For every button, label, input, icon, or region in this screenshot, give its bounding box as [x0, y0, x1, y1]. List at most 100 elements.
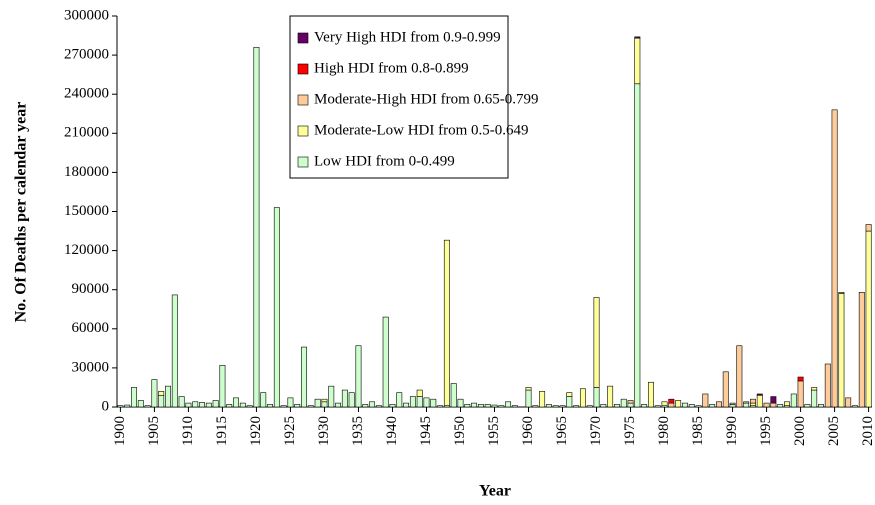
bar-segment	[743, 402, 750, 408]
y-tick-label: 300000	[64, 7, 109, 23]
bar-segment	[199, 402, 205, 408]
bar-segment	[661, 401, 668, 406]
bar-segment	[443, 239, 450, 406]
bar-segment	[491, 404, 498, 408]
bar-segment	[185, 402, 192, 408]
y-tick-label: 120000	[64, 242, 109, 258]
bar-segment	[192, 401, 199, 408]
bar-segment	[212, 400, 219, 408]
bar-segment	[688, 404, 695, 408]
bar-segment	[484, 404, 491, 408]
x-tick-label: 2000	[792, 416, 808, 446]
bar-segment	[838, 292, 845, 294]
bar-segment	[865, 224, 872, 232]
y-tick-label: 0	[102, 398, 110, 414]
y-tick-label: 240000	[64, 86, 109, 102]
bar-segment	[389, 404, 396, 408]
legend-swatch	[297, 156, 309, 168]
y-tick-label: 90000	[72, 281, 110, 297]
bar-segment	[321, 398, 328, 403]
bar-segment	[797, 376, 804, 382]
bar-segment	[668, 398, 675, 404]
legend-label: Moderate-Low HDI from 0.5-0.649	[314, 122, 529, 138]
bar-segment	[348, 392, 355, 408]
bar-segment	[634, 36, 641, 39]
bar-segment	[450, 383, 457, 408]
bar-segment	[552, 405, 559, 408]
bar-segment	[641, 404, 648, 408]
x-tick-label: 1905	[146, 416, 162, 446]
bar-segment	[613, 404, 620, 408]
bar-segment	[784, 401, 790, 406]
bar-segment	[144, 405, 151, 408]
bar-segment	[294, 404, 301, 408]
bar-segment	[647, 381, 654, 408]
legend-label: Low HDI from 0-0.499	[314, 153, 455, 169]
bar-segment	[743, 401, 750, 404]
bar-segment	[811, 389, 818, 408]
bar-segment	[729, 402, 736, 405]
bar-segment	[797, 380, 804, 408]
bar-segment	[219, 364, 226, 408]
bar-segment	[722, 371, 729, 408]
bar-segment	[409, 396, 416, 408]
bar-segment	[430, 398, 437, 408]
bar-segment	[165, 385, 171, 408]
bar-segment	[178, 396, 185, 408]
bar-segment	[464, 404, 471, 408]
bar-segment	[260, 392, 267, 408]
bar-segment	[233, 397, 239, 408]
bar-segment	[355, 345, 362, 408]
bar-segment	[171, 294, 178, 408]
bar-segment	[573, 405, 580, 408]
bar-segment	[341, 389, 348, 408]
bar-segment	[627, 402, 634, 408]
bar-segment	[709, 404, 716, 408]
bar-segment	[654, 405, 661, 408]
bar-segment	[253, 46, 260, 408]
bar-segment	[525, 389, 532, 408]
bar-segment	[559, 405, 566, 408]
x-tick-label: 1930	[316, 416, 332, 446]
x-tick-label: 2010	[860, 416, 875, 446]
bar-segment	[566, 396, 573, 408]
bar-segment	[845, 397, 852, 408]
bar-segment	[627, 400, 634, 404]
bar-segment	[858, 292, 865, 408]
legend-swatch	[297, 94, 309, 106]
bar-segment	[756, 394, 763, 408]
y-tick-label: 150000	[64, 203, 109, 219]
bar-segment	[838, 293, 845, 408]
x-tick-label: 1925	[282, 416, 298, 446]
bar-segment	[437, 405, 444, 408]
bar-segment	[117, 405, 124, 408]
bar-segment	[307, 405, 314, 408]
bar-segment	[675, 400, 682, 408]
bar-segment	[763, 402, 770, 408]
bar-segment	[756, 393, 763, 396]
bar-segment	[511, 405, 518, 408]
bar-segment	[226, 404, 233, 408]
bar-segment	[403, 402, 410, 408]
bar-segment	[267, 404, 273, 408]
bar-segment	[532, 405, 539, 408]
legend-swatch	[297, 32, 309, 44]
bar-segment	[716, 401, 722, 408]
bar-segment	[273, 207, 280, 408]
bar-segment	[695, 405, 702, 408]
bar-segment	[593, 297, 600, 388]
bar-segment	[158, 391, 165, 396]
x-tick-label: 1915	[214, 416, 230, 446]
bar-segment	[335, 402, 342, 408]
legend-swatch	[297, 63, 309, 75]
bar-segment	[423, 397, 430, 408]
bar-segment	[205, 402, 212, 408]
legend-box	[289, 15, 509, 179]
x-tick-label: 1990	[724, 416, 740, 446]
x-tick-label: 1935	[350, 416, 366, 446]
bar-segment	[750, 398, 756, 404]
bar-segment	[729, 404, 736, 408]
x-tick-label: 2005	[826, 416, 842, 446]
bar-segment	[593, 387, 600, 408]
